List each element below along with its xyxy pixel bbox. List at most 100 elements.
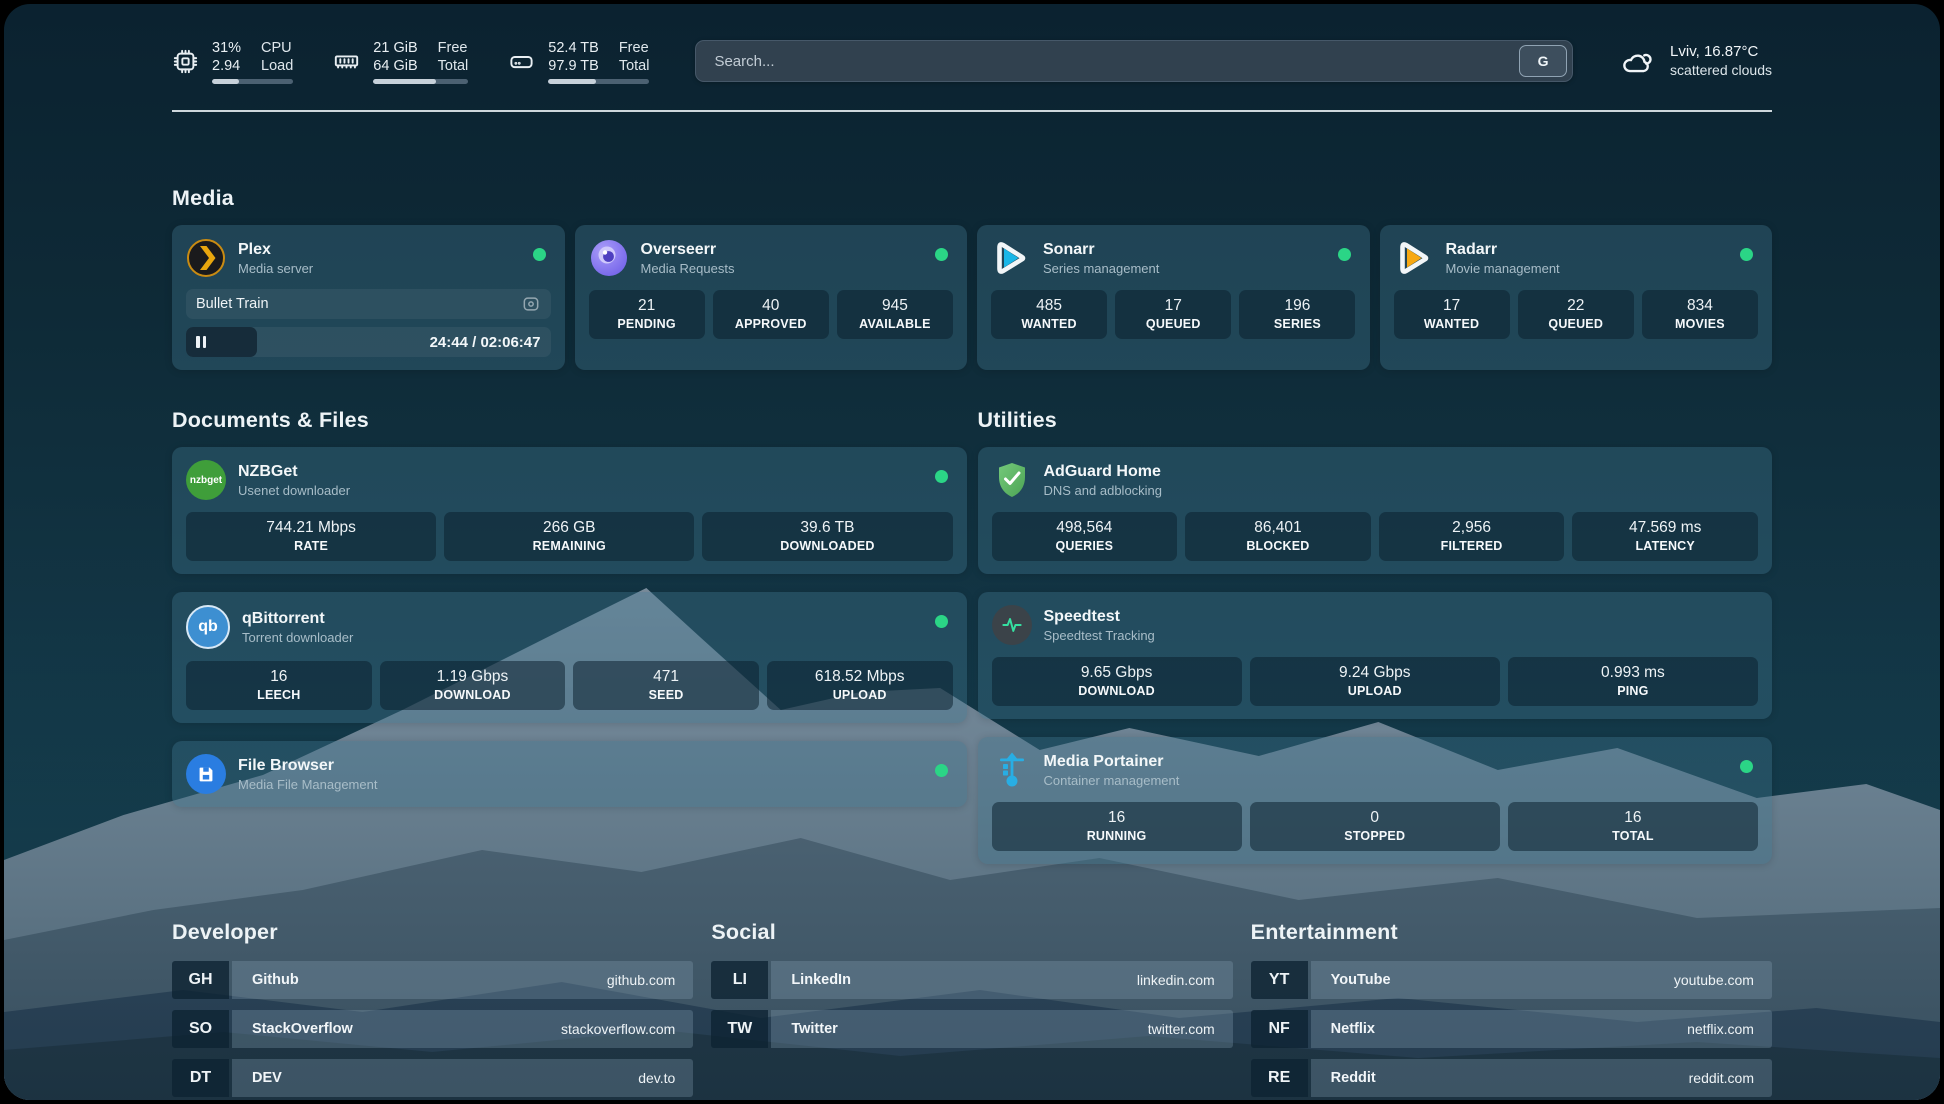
app-subtitle: Media Requests (640, 260, 735, 276)
bookmark-url: reddit.com (1688, 1070, 1754, 1086)
memory-free-value: 21 GiB (373, 39, 418, 56)
disk-total-value: 97.9 TB (548, 57, 599, 74)
portainer-card[interactable]: Media Portainer Container management 16 R… (977, 737, 1772, 864)
sonarr-card[interactable]: Sonarr Series management 485 WANTED 17 QUE… (977, 225, 1370, 370)
bookmark-abbr: NF (1250, 1010, 1308, 1048)
status-dot (1337, 248, 1351, 261)
stat-available: 945 AVAILABLE (836, 290, 953, 339)
radarr-icon (1394, 238, 1434, 278)
cloud-icon (1623, 53, 1652, 73)
speedtest-card[interactable]: Speedtest Speedtest Tracking 9.65 Gbps DO… (977, 592, 1772, 719)
pause-icon[interactable] (196, 336, 206, 348)
stat-download: 9.65 Gbps DOWNLOAD (991, 657, 1242, 706)
app-title: File Browser (238, 756, 335, 774)
bookmark-linkedin[interactable]: LI LinkedIn linkedin.com (711, 961, 1233, 999)
speedtest-icon (991, 605, 1032, 645)
stat-filtered: 2,956 FILTERED (1378, 512, 1565, 561)
bookmark-url: dev.to (638, 1070, 676, 1086)
app-subtitle: Container management (1043, 772, 1180, 788)
status-dot (1740, 760, 1753, 773)
search-input[interactable] (712, 51, 1520, 71)
app-title: qBittorrent (242, 609, 325, 627)
bookmark-name: Netflix (1330, 1021, 1375, 1037)
weather-widget: Lviv, 16.87°C scattered clouds (1619, 42, 1772, 80)
app-subtitle: Speedtest Tracking (1043, 627, 1155, 643)
memory-metric: 21 GiB 64 GiB Free Total (333, 39, 469, 84)
overseerr-card[interactable]: Overseerr Media Requests 21 PENDING 40 APP… (574, 225, 967, 370)
bookmark-stackoverflow[interactable]: SO StackOverflow stackoverflow.com (172, 1010, 694, 1048)
app-title: NZBGet (238, 462, 298, 480)
session-screen-icon[interactable] (521, 294, 541, 314)
bookmark-twitter[interactable]: TW Twitter twitter.com (711, 1010, 1233, 1048)
qbittorrent-card[interactable]: qb qBittorrent Torrent downloader 16 LEEC… (172, 592, 967, 723)
overseerr-icon (589, 238, 629, 278)
bookmark-youtube[interactable]: YT YouTube youtube.com (1250, 961, 1772, 999)
utilities-section-heading: Utilities (977, 408, 1057, 432)
radarr-card[interactable]: Radarr Movie management 17 WANTED 22 QUEUE… (1379, 225, 1772, 370)
cpu-load-label: Load (261, 57, 294, 74)
stat-downloaded: 39.6 TB DOWNLOADED (702, 512, 953, 561)
status-dot (1740, 248, 1753, 261)
stat-download: 1.19 Gbps DOWNLOAD (379, 661, 566, 710)
bookmark-dev[interactable]: DT DEV dev.to (172, 1059, 694, 1097)
bookmark-reddit[interactable]: RE Reddit reddit.com (1250, 1059, 1772, 1097)
developer-section-heading: Developer (172, 920, 278, 944)
search-bar[interactable]: G (695, 40, 1574, 82)
playback-time: 24:44 / 02:06:47 (429, 333, 541, 351)
stat-wanted: 17 WANTED (1393, 290, 1510, 339)
now-playing-row: Bullet Train (186, 289, 551, 319)
search-engine-button[interactable]: G (1519, 45, 1568, 77)
adguard-card[interactable]: AdGuard Home DNS and adblocking 498,564 Q… (977, 447, 1772, 574)
filebrowser-card[interactable]: File Browser Media File Management (172, 741, 967, 807)
social-column: Social LI LinkedIn linkedin.com TW Twitt… (711, 920, 1233, 1097)
sonarr-icon (991, 238, 1031, 278)
stat-queued: 22 QUEUED (1517, 290, 1634, 339)
nzbget-card[interactable]: nzbget NZBGet Usenet downloader 744.21 M… (172, 447, 967, 574)
utilities-column: Utilities (977, 408, 1772, 864)
system-metrics: 31% 2.94 CPU Load (172, 39, 650, 84)
app-title: Sonarr (1043, 240, 1095, 258)
app-subtitle: Media File Management (238, 776, 378, 792)
app-title: Media Portainer (1043, 752, 1164, 770)
cpu-progress-bar (212, 78, 294, 84)
stat-upload: 618.52 Mbps UPLOAD (766, 661, 953, 710)
disk-metric: 52.4 TB 97.9 TB Free Total (508, 39, 650, 84)
app-title: Radarr (1445, 240, 1498, 258)
stat-movies: 834 MOVIES (1641, 290, 1758, 339)
weather-location: Lviv, 16.87°C (1670, 43, 1759, 60)
stat-queued: 17 QUEUED (1115, 290, 1232, 339)
plex-card[interactable]: Plex Media server Bullet Train 24:44 / 0… (172, 225, 565, 370)
stat-remaining: 266 GB REMAINING (444, 512, 695, 561)
bookmark-url: youtube.com (1673, 972, 1754, 988)
cpu-load-value: 2.94 (212, 57, 241, 74)
bookmark-abbr: YT (1250, 961, 1308, 999)
bookmark-name: Github (252, 972, 299, 988)
stat-queries: 498,564 QUERIES (991, 512, 1178, 561)
stat-ping: 0.993 ms PING (1507, 657, 1758, 706)
bookmark-abbr: LI (711, 961, 769, 999)
memory-total-label: Total (437, 57, 469, 74)
memory-total-value: 64 GiB (373, 57, 418, 74)
bookmark-github[interactable]: GH Github github.com (172, 961, 694, 999)
memory-icon (335, 54, 359, 68)
developer-column: Developer GH Github github.com SO StackO… (172, 920, 694, 1097)
status-dot (934, 470, 948, 483)
bookmark-netflix[interactable]: NF Netflix netflix.com (1250, 1010, 1772, 1048)
stat-wanted: 485 WANTED (991, 290, 1108, 339)
entertainment-column: Entertainment YT YouTube youtube.com NF … (1250, 920, 1772, 1097)
status-dot (935, 248, 948, 261)
bookmark-abbr: SO (172, 1010, 229, 1048)
stat-pending: 21 PENDING (588, 290, 705, 339)
bookmark-name: Reddit (1330, 1070, 1376, 1086)
status-dot (532, 248, 546, 261)
bookmark-name: LinkedIn (791, 972, 851, 988)
disk-icon (510, 55, 533, 68)
playback-progress-bar[interactable]: 24:44 / 02:06:47 (186, 327, 551, 357)
stat-series: 196 SERIES (1239, 290, 1356, 339)
bookmark-url: github.com (606, 972, 676, 988)
bookmark-url: netflix.com (1687, 1021, 1754, 1037)
social-section-heading: Social (711, 920, 776, 944)
stat-blocked: 86,401 BLOCKED (1185, 512, 1371, 561)
bookmark-abbr: DT (172, 1059, 229, 1097)
disk-progress-bar (548, 78, 650, 84)
